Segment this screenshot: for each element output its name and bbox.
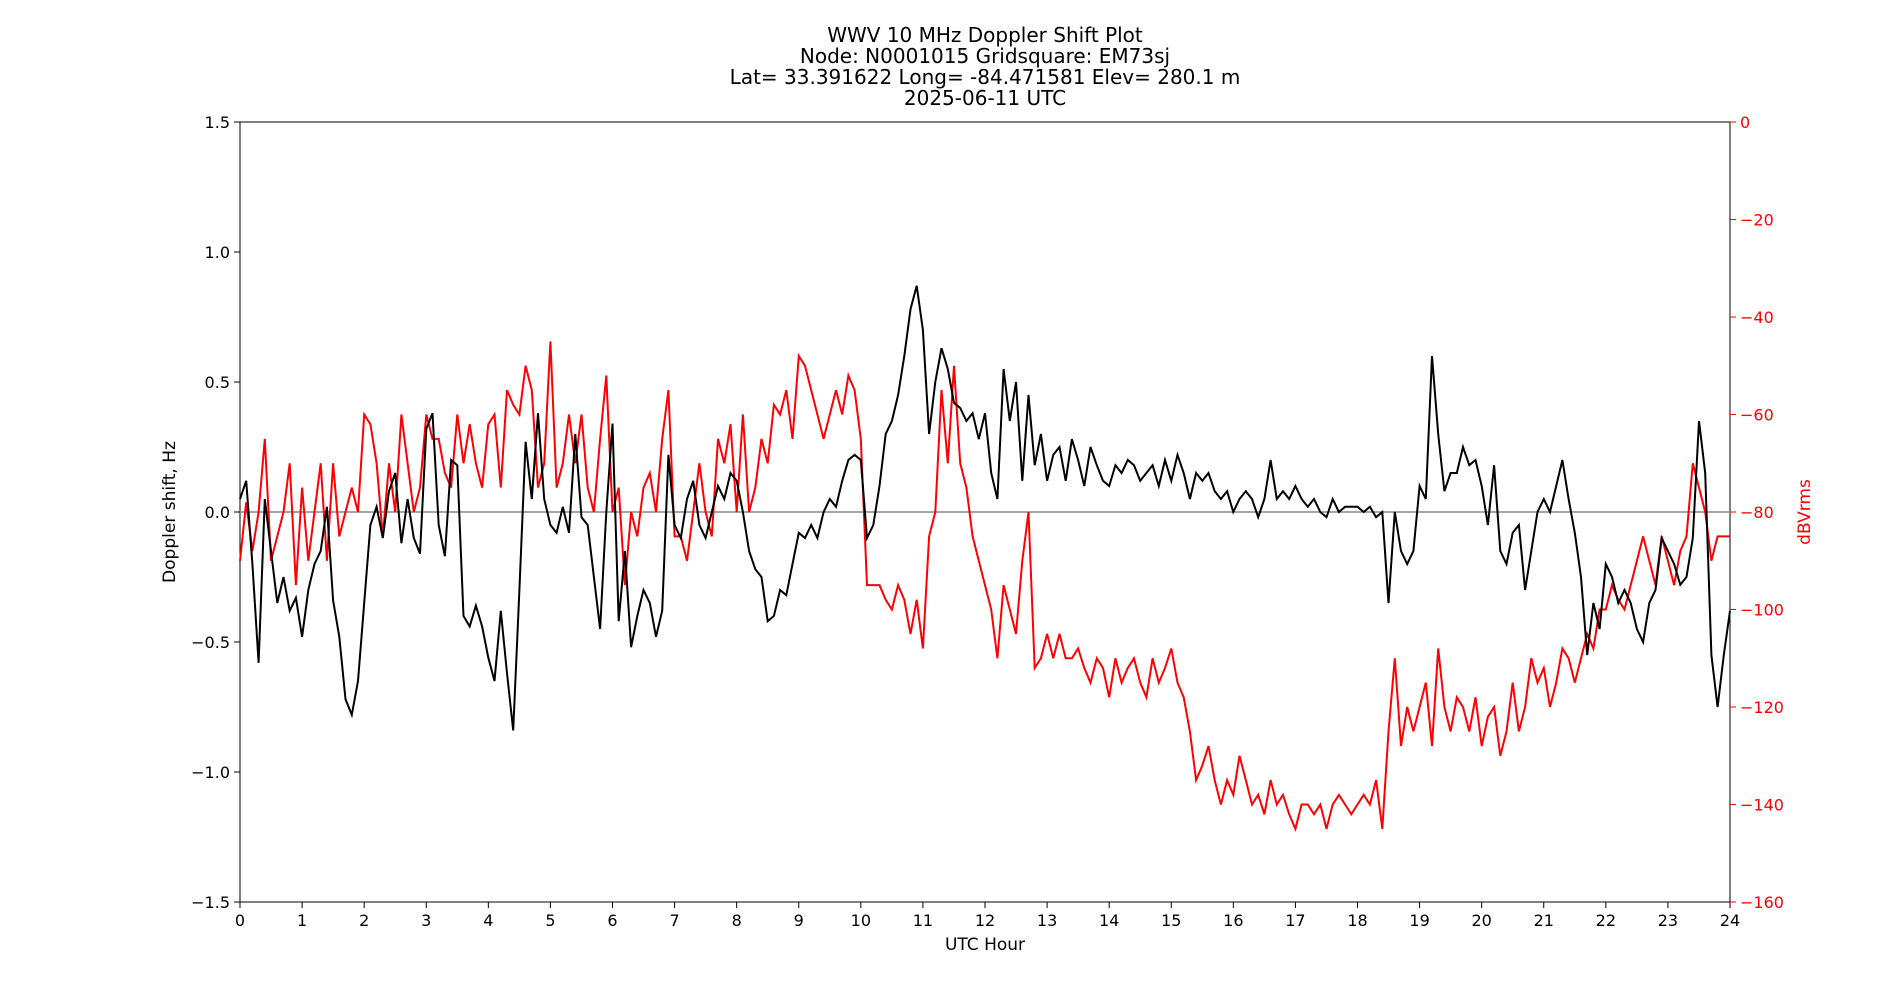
x-tick-label: 7 [669,911,679,930]
left-tick-label: −1.5 [191,893,230,912]
x-tick-label: 10 [851,911,871,930]
x-tick-label: 13 [1037,911,1057,930]
power-series-line [239,341,1730,833]
x-tick-label: 6 [607,911,617,930]
right-tick-label: −120 [1740,698,1784,717]
x-tick-label: 22 [1596,911,1616,930]
right-axis-ticks: 0 −20 −40 −60 −80 −100 −120 −140 −160 [1730,113,1784,912]
left-tick-label: 0.0 [205,503,230,522]
x-tick-label: 3 [421,911,431,930]
right-tick-label: 0 [1740,113,1750,132]
x-tick-label: 1 [297,911,307,930]
x-tick-label: 8 [732,911,742,930]
x-tick-label: 20 [1471,911,1491,930]
title-line-2: Node: N0001015 Gridsquare: EM73sj [800,44,1170,68]
x-tick-label: 21 [1534,911,1554,930]
x-tick-label: 5 [545,911,555,930]
x-axis-ticks: 0 1 2 3 4 5 6 7 8 9 10 11 12 13 14 15 16 17 18 19 20 21 22 23 24 [235,902,1740,930]
x-tick-label: 9 [794,911,804,930]
right-tick-label: −100 [1740,601,1784,620]
right-axis-label: dBVrms [1795,479,1815,545]
x-tick-label: 24 [1720,911,1740,930]
x-tick-label: 19 [1409,911,1429,930]
left-tick-label: −0.5 [191,633,230,652]
x-tick-label: 15 [1161,911,1181,930]
right-tick-label: −140 [1740,796,1784,815]
title-line-4: 2025-06-11 UTC [904,86,1066,110]
x-tick-label: 11 [913,911,933,930]
doppler-series-line [239,285,1731,731]
left-tick-label: 0.5 [205,373,230,392]
right-tick-label: −80 [1740,503,1774,522]
right-tick-label: −160 [1740,893,1784,912]
x-tick-label: 16 [1223,911,1243,930]
right-tick-label: −60 [1740,406,1774,425]
x-tick-label: 14 [1099,911,1119,930]
x-tick-label: 4 [483,911,493,930]
left-axis-ticks: 1.5 1.0 0.5 0.0 −0.5 −1.0 −1.5 [191,113,240,912]
x-tick-label: 17 [1285,911,1305,930]
left-tick-label: −1.0 [191,763,230,782]
right-tick-label: −20 [1740,211,1774,230]
x-tick-label: 0 [235,911,245,930]
x-tick-label: 23 [1658,911,1678,930]
left-tick-label: 1.5 [205,113,230,132]
title-line-1: WWV 10 MHz Doppler Shift Plot [827,23,1143,47]
left-axis-label: Doppler shift, Hz [160,441,180,583]
x-tick-label: 2 [359,911,369,930]
x-axis-label: UTC Hour [945,935,1025,955]
x-tick-label: 12 [975,911,995,930]
left-tick-label: 1.0 [205,243,230,262]
title-line-3: Lat= 33.391622 Long= -84.471581 Elev= 28… [730,65,1241,89]
x-tick-label: 18 [1347,911,1367,930]
right-tick-label: −40 [1740,308,1774,327]
